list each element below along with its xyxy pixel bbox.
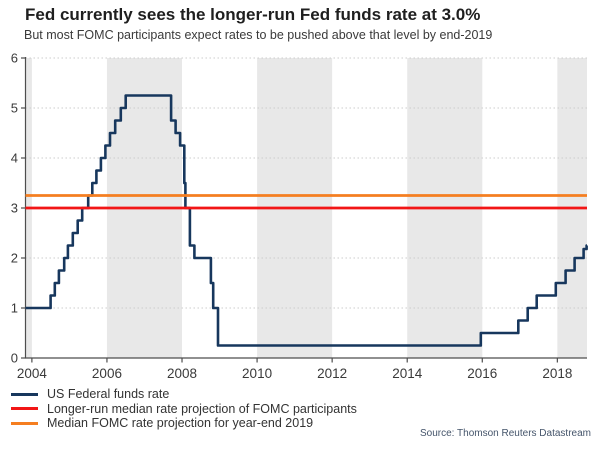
x-tick-label: 2018 bbox=[542, 366, 572, 381]
y-tick-label: 1 bbox=[11, 301, 18, 316]
legend-item-longer-run-projection: Longer-run median rate projection of FOM… bbox=[11, 402, 357, 417]
source-note: Source: Thomson Reuters Datastream bbox=[419, 428, 591, 439]
legend: US Federal funds rate Longer-run median … bbox=[11, 387, 357, 431]
legend-item-year-end-2019-projection: Median FOMC rate projection for year-end… bbox=[11, 416, 357, 431]
y-tick-label: 4 bbox=[11, 151, 18, 166]
legend-label-longer-run-projection: Longer-run median rate projection of FOM… bbox=[47, 401, 357, 416]
legend-label-fed-funds-rate: US Federal funds rate bbox=[47, 387, 170, 402]
legend-item-fed-funds-rate: US Federal funds rate bbox=[11, 387, 357, 402]
y-tick-label: 6 bbox=[11, 51, 18, 66]
x-tick-label: 2014 bbox=[392, 366, 423, 381]
x-tick-label: 2016 bbox=[467, 366, 497, 381]
x-tick-label: 2004 bbox=[17, 366, 48, 381]
y-tick-label: 2 bbox=[11, 251, 18, 266]
legend-swatch-longer-run-projection bbox=[11, 407, 38, 411]
chart-subtitle: But most FOMC participants expect rates … bbox=[24, 28, 493, 42]
x-tick-label: 2012 bbox=[317, 366, 347, 381]
legend-swatch-year-end-2019-projection bbox=[11, 421, 38, 425]
y-tick-label: 5 bbox=[11, 101, 18, 116]
series-line-fed-funds-rate bbox=[25, 94, 588, 347]
x-tick-label: 2006 bbox=[92, 366, 122, 381]
legend-label-year-end-2019-projection: Median FOMC rate projection for year-end… bbox=[47, 416, 314, 431]
y-tick-label: 3 bbox=[11, 201, 18, 216]
y-tick-label: 0 bbox=[11, 351, 18, 366]
chart-title: Fed currently sees the longer-run Fed fu… bbox=[25, 5, 481, 24]
legend-swatch-fed-funds-rate bbox=[11, 392, 38, 396]
x-tick-label: 2010 bbox=[242, 366, 272, 381]
x-tick-label: 2008 bbox=[167, 366, 197, 381]
